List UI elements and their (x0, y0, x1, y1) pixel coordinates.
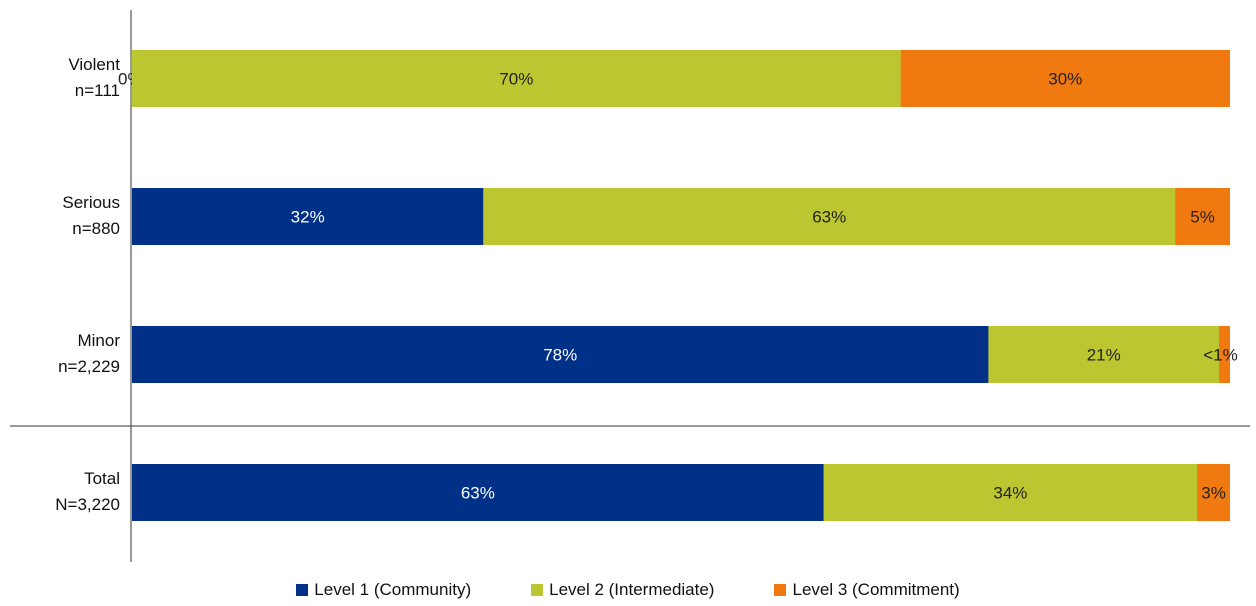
data-label-minor-level-2: 21% (1087, 346, 1121, 365)
category-label-serious: Serious n=880 (0, 190, 120, 242)
category-count: N=3,220 (55, 495, 120, 514)
bar-violent-level-2 (132, 50, 901, 107)
data-label-minor-level-3: <1% (1203, 346, 1238, 365)
bar-serious-level-2 (483, 188, 1176, 245)
category-count: n=2,229 (58, 357, 120, 376)
category-count: n=880 (72, 219, 120, 238)
legend-label-level-1: Level 1 (Community) (314, 580, 472, 599)
legend-item-level-2: Level 2 (Intermediate) (531, 580, 714, 600)
data-label-total-level-1: 63% (461, 484, 495, 503)
category-label-minor: Minor n=2,229 (0, 328, 120, 380)
bar-serious-level-1 (132, 188, 484, 245)
legend-swatch-level-1 (296, 584, 309, 596)
bar-minor-level-3 (1219, 326, 1230, 383)
category-name: Violent (68, 55, 120, 74)
bar-minor-level-1 (132, 326, 989, 383)
bars-group: 0% 70% 30%32% 63% 5%78% 21% <1%63% 34% 3% (118, 50, 1238, 521)
data-label-serious-level-2: 63% (812, 208, 846, 227)
category-name: Serious (62, 193, 120, 212)
legend-item-level-3: Level 3 (Commitment) (774, 580, 960, 600)
category-name: Minor (77, 331, 120, 350)
category-label-violent: Violent n=111 (0, 52, 120, 104)
data-label-total-level-3: 3% (1201, 484, 1226, 503)
data-label-violent-level-3: 30% (1048, 70, 1082, 89)
bar-total-level-1 (132, 464, 824, 521)
category-count: n=111 (74, 81, 120, 100)
data-label-violent-level-2: 70% (499, 70, 533, 89)
legend-swatch-level-3 (774, 584, 787, 596)
data-label-minor-level-1: 78% (543, 346, 577, 365)
legend-swatch-level-2 (531, 584, 544, 596)
legend-label-level-3: Level 3 (Commitment) (792, 580, 960, 599)
legend-item-level-1: Level 1 (Community) (296, 580, 471, 600)
legend-label-level-2: Level 2 (Intermediate) (549, 580, 715, 599)
bar-violent-level-3 (900, 50, 1230, 107)
category-name: Total (84, 469, 120, 488)
legend: Level 1 (Community) Level 2 (Intermediat… (0, 580, 1256, 600)
bar-serious-level-3 (1175, 188, 1230, 245)
bar-total-level-3 (1197, 464, 1230, 521)
data-label-total-level-2: 34% (993, 484, 1027, 503)
category-label-total: Total N=3,220 (0, 466, 120, 518)
bar-total-level-2 (823, 464, 1198, 521)
data-label-serious-level-3: 5% (1190, 208, 1215, 227)
data-label-serious-level-1: 32% (291, 208, 325, 227)
bar-minor-level-2 (988, 326, 1220, 383)
